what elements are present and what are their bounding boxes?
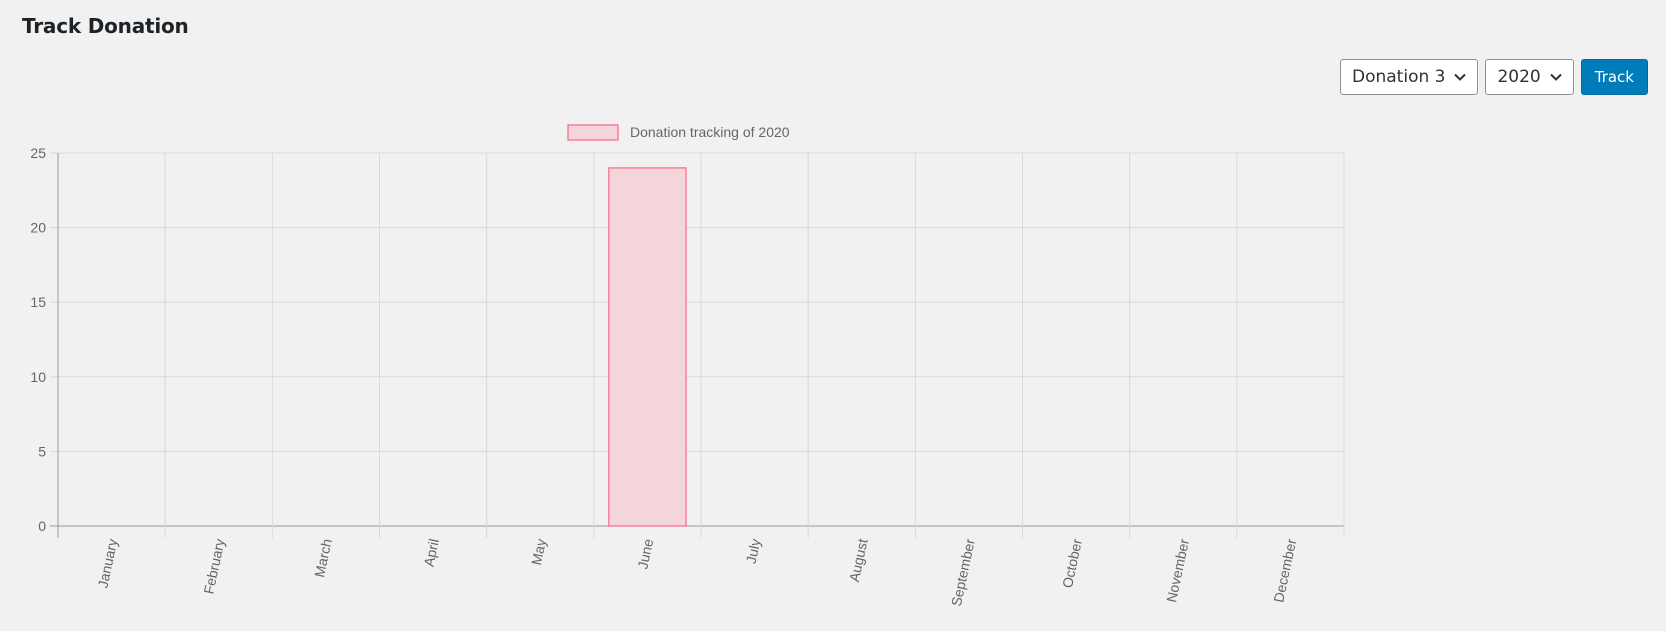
bar bbox=[608, 167, 687, 527]
y-tick-label: 20 bbox=[30, 220, 46, 236]
page-title: Track Donation bbox=[22, 14, 189, 38]
x-tick-label: January bbox=[95, 537, 121, 589]
x-tick-label: July bbox=[743, 537, 764, 565]
x-tick-label: May bbox=[528, 537, 549, 566]
chevron-down-icon bbox=[1454, 73, 1467, 81]
donation-select-value: Donation 3 bbox=[1352, 67, 1446, 87]
x-tick-label: April bbox=[421, 537, 442, 568]
x-tick-label: August bbox=[846, 537, 871, 583]
y-tick-label: 15 bbox=[30, 294, 46, 310]
x-tick-label: March bbox=[311, 537, 335, 578]
x-tick-label: November bbox=[1163, 537, 1192, 604]
year-select-value: 2020 bbox=[1497, 67, 1541, 87]
x-tick-label: December bbox=[1270, 537, 1299, 604]
x-tick-label: February bbox=[200, 537, 227, 595]
x-tick-label: June bbox=[634, 537, 656, 570]
y-tick-label: 0 bbox=[38, 518, 46, 534]
y-tick-label: 10 bbox=[30, 369, 46, 385]
x-tick-label: October bbox=[1059, 537, 1085, 589]
legend-swatch bbox=[567, 124, 619, 141]
x-tick-label: September bbox=[948, 537, 978, 608]
chevron-down-icon bbox=[1550, 73, 1562, 81]
y-tick-label: 5 bbox=[38, 443, 46, 459]
year-select[interactable]: 2020 bbox=[1485, 59, 1574, 95]
legend-label: Donation tracking of 2020 bbox=[630, 124, 790, 140]
tracking-controls: Donation 3 2020 Track bbox=[1340, 59, 1648, 95]
y-tick-label: 25 bbox=[30, 145, 46, 161]
track-button[interactable]: Track bbox=[1580, 59, 1648, 95]
donation-select[interactable]: Donation 3 bbox=[1340, 59, 1479, 95]
